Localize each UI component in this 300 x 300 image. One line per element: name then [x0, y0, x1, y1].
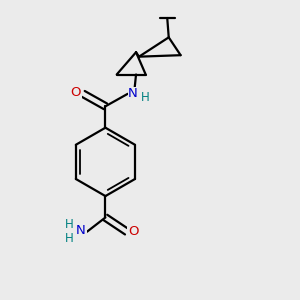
Text: O: O — [70, 86, 81, 99]
Text: H: H — [65, 218, 74, 231]
Text: N: N — [76, 224, 86, 237]
Text: H: H — [141, 91, 149, 104]
Text: N: N — [128, 87, 138, 100]
Text: H: H — [65, 232, 74, 245]
Text: O: O — [128, 225, 139, 238]
